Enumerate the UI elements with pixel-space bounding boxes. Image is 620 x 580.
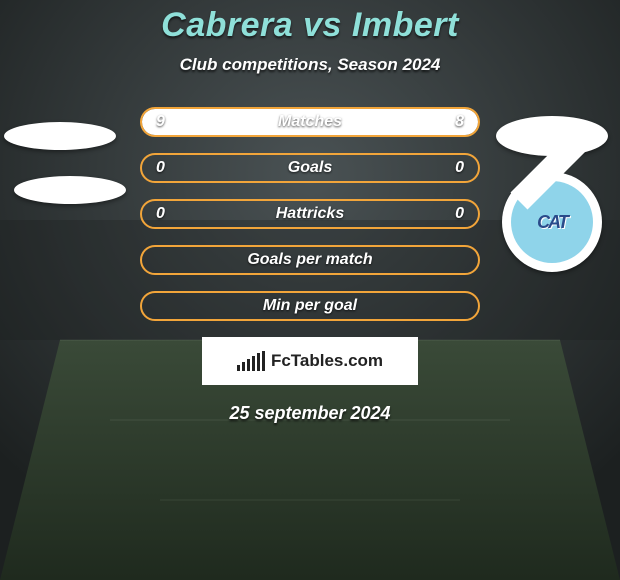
fctables-watermark: FcTables.com	[202, 337, 418, 385]
fctables-bars-icon	[237, 351, 265, 371]
stat-label: Min per goal	[263, 297, 357, 315]
player1-avatar-placeholder	[4, 122, 116, 150]
date-text: 25 september 2024	[0, 403, 620, 424]
team-logo: CAT	[502, 172, 602, 272]
stat-row-goals-per-match: Goals per match	[140, 245, 480, 275]
stat-value-right: 8	[444, 113, 464, 131]
stat-label: Goals	[288, 159, 332, 177]
stat-value-left: 0	[156, 159, 176, 177]
player2-avatar-placeholder	[14, 176, 126, 204]
stat-row-goals: 0 Goals 0	[140, 153, 480, 183]
stat-value-left: 9	[156, 113, 176, 131]
comparison-subtitle: Club competitions, Season 2024	[0, 55, 620, 75]
stat-value-left: 0	[156, 205, 176, 223]
stat-label: Goals per match	[247, 251, 372, 269]
stat-value-right: 0	[444, 205, 464, 223]
team-logo-letters: CAT	[537, 212, 567, 233]
stat-row-min-per-goal: Min per goal	[140, 291, 480, 321]
fctables-label: FcTables.com	[271, 351, 383, 371]
comparison-title: Cabrera vs Imbert	[0, 6, 620, 45]
stat-label: Matches	[278, 113, 342, 131]
stat-value-right: 0	[444, 159, 464, 177]
stat-label: Hattricks	[276, 205, 344, 223]
stat-row-matches: 9 Matches 8	[140, 107, 480, 137]
stat-row-hattricks: 0 Hattricks 0	[140, 199, 480, 229]
